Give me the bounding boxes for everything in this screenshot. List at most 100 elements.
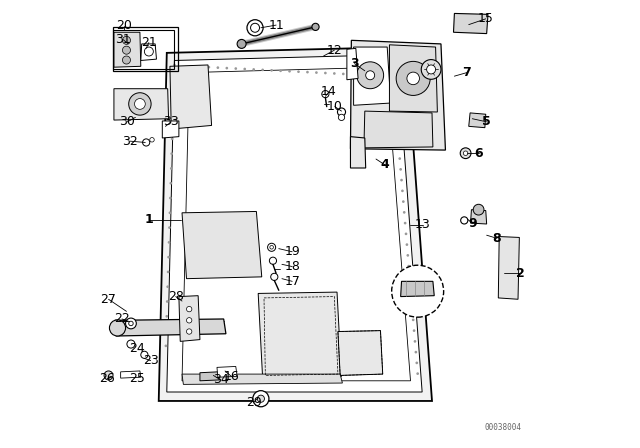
Text: 29: 29 bbox=[246, 396, 262, 409]
Circle shape bbox=[410, 297, 413, 300]
Circle shape bbox=[397, 136, 399, 138]
Text: 15: 15 bbox=[478, 12, 493, 26]
Circle shape bbox=[396, 61, 430, 95]
Text: 16: 16 bbox=[223, 370, 239, 383]
Circle shape bbox=[243, 68, 246, 70]
Text: 6: 6 bbox=[475, 146, 483, 160]
Text: 3: 3 bbox=[350, 57, 359, 70]
Text: 20: 20 bbox=[116, 19, 132, 33]
Circle shape bbox=[268, 243, 276, 251]
Circle shape bbox=[216, 66, 219, 69]
Bar bbox=[113, 27, 178, 71]
Circle shape bbox=[392, 265, 444, 317]
Polygon shape bbox=[351, 40, 445, 150]
Text: 22: 22 bbox=[114, 312, 130, 326]
Circle shape bbox=[125, 318, 136, 329]
Circle shape bbox=[312, 23, 319, 30]
Circle shape bbox=[378, 74, 380, 77]
Text: 9: 9 bbox=[468, 216, 477, 230]
Circle shape bbox=[406, 243, 408, 246]
Text: 23: 23 bbox=[143, 354, 159, 367]
Circle shape bbox=[257, 395, 264, 402]
Text: 8: 8 bbox=[493, 232, 501, 245]
Polygon shape bbox=[159, 47, 432, 401]
Circle shape bbox=[461, 217, 468, 224]
Circle shape bbox=[261, 69, 264, 71]
Circle shape bbox=[306, 71, 308, 73]
Text: 14: 14 bbox=[321, 85, 337, 99]
Circle shape bbox=[342, 73, 344, 75]
Circle shape bbox=[409, 286, 412, 289]
Circle shape bbox=[333, 72, 336, 75]
Circle shape bbox=[395, 114, 397, 117]
Text: 11: 11 bbox=[268, 18, 284, 32]
Circle shape bbox=[127, 340, 135, 348]
Circle shape bbox=[401, 190, 404, 192]
Text: 12: 12 bbox=[326, 43, 342, 57]
Circle shape bbox=[270, 246, 273, 249]
Polygon shape bbox=[347, 48, 358, 80]
Circle shape bbox=[170, 182, 172, 185]
Polygon shape bbox=[470, 210, 486, 224]
Circle shape bbox=[167, 256, 170, 258]
Circle shape bbox=[237, 39, 246, 48]
Polygon shape bbox=[454, 13, 488, 34]
Circle shape bbox=[400, 179, 403, 181]
Text: 26: 26 bbox=[99, 372, 115, 385]
Circle shape bbox=[186, 329, 192, 334]
Polygon shape bbox=[114, 32, 141, 67]
Text: 25: 25 bbox=[129, 372, 145, 385]
Polygon shape bbox=[364, 111, 433, 148]
Circle shape bbox=[322, 90, 329, 98]
Circle shape bbox=[145, 47, 154, 56]
Circle shape bbox=[189, 65, 192, 68]
Circle shape bbox=[165, 330, 168, 332]
Text: 2: 2 bbox=[516, 267, 525, 280]
Circle shape bbox=[172, 108, 174, 111]
Circle shape bbox=[104, 371, 113, 380]
Circle shape bbox=[109, 320, 125, 336]
Circle shape bbox=[170, 152, 173, 155]
Polygon shape bbox=[351, 137, 365, 168]
Polygon shape bbox=[182, 67, 410, 381]
Text: 31: 31 bbox=[115, 33, 131, 46]
Circle shape bbox=[122, 36, 131, 44]
Text: 32: 32 bbox=[122, 134, 138, 148]
Circle shape bbox=[122, 46, 131, 54]
Circle shape bbox=[397, 146, 400, 149]
Circle shape bbox=[337, 108, 346, 116]
Circle shape bbox=[411, 308, 413, 310]
Text: 4: 4 bbox=[381, 158, 389, 172]
Circle shape bbox=[315, 71, 317, 74]
Polygon shape bbox=[217, 366, 237, 377]
Circle shape bbox=[360, 73, 362, 76]
Polygon shape bbox=[258, 292, 342, 379]
Circle shape bbox=[427, 65, 436, 74]
Circle shape bbox=[421, 60, 441, 79]
Polygon shape bbox=[182, 211, 262, 279]
Circle shape bbox=[412, 319, 415, 321]
Circle shape bbox=[129, 321, 133, 326]
Circle shape bbox=[207, 66, 210, 69]
Circle shape bbox=[198, 65, 201, 68]
Circle shape bbox=[351, 73, 353, 76]
Circle shape bbox=[173, 64, 176, 66]
Polygon shape bbox=[182, 374, 342, 384]
Text: 21: 21 bbox=[141, 36, 157, 49]
Circle shape bbox=[399, 168, 402, 171]
Circle shape bbox=[168, 226, 171, 229]
Polygon shape bbox=[499, 237, 519, 299]
Circle shape bbox=[390, 60, 393, 63]
Circle shape bbox=[402, 200, 404, 203]
Circle shape bbox=[391, 71, 394, 74]
Text: 33: 33 bbox=[163, 115, 179, 129]
Circle shape bbox=[404, 233, 407, 235]
Circle shape bbox=[143, 139, 150, 146]
Circle shape bbox=[150, 138, 154, 142]
Circle shape bbox=[168, 211, 172, 214]
Polygon shape bbox=[167, 55, 422, 392]
Polygon shape bbox=[338, 331, 383, 375]
Circle shape bbox=[406, 254, 409, 257]
Circle shape bbox=[129, 93, 151, 115]
Circle shape bbox=[407, 72, 419, 85]
